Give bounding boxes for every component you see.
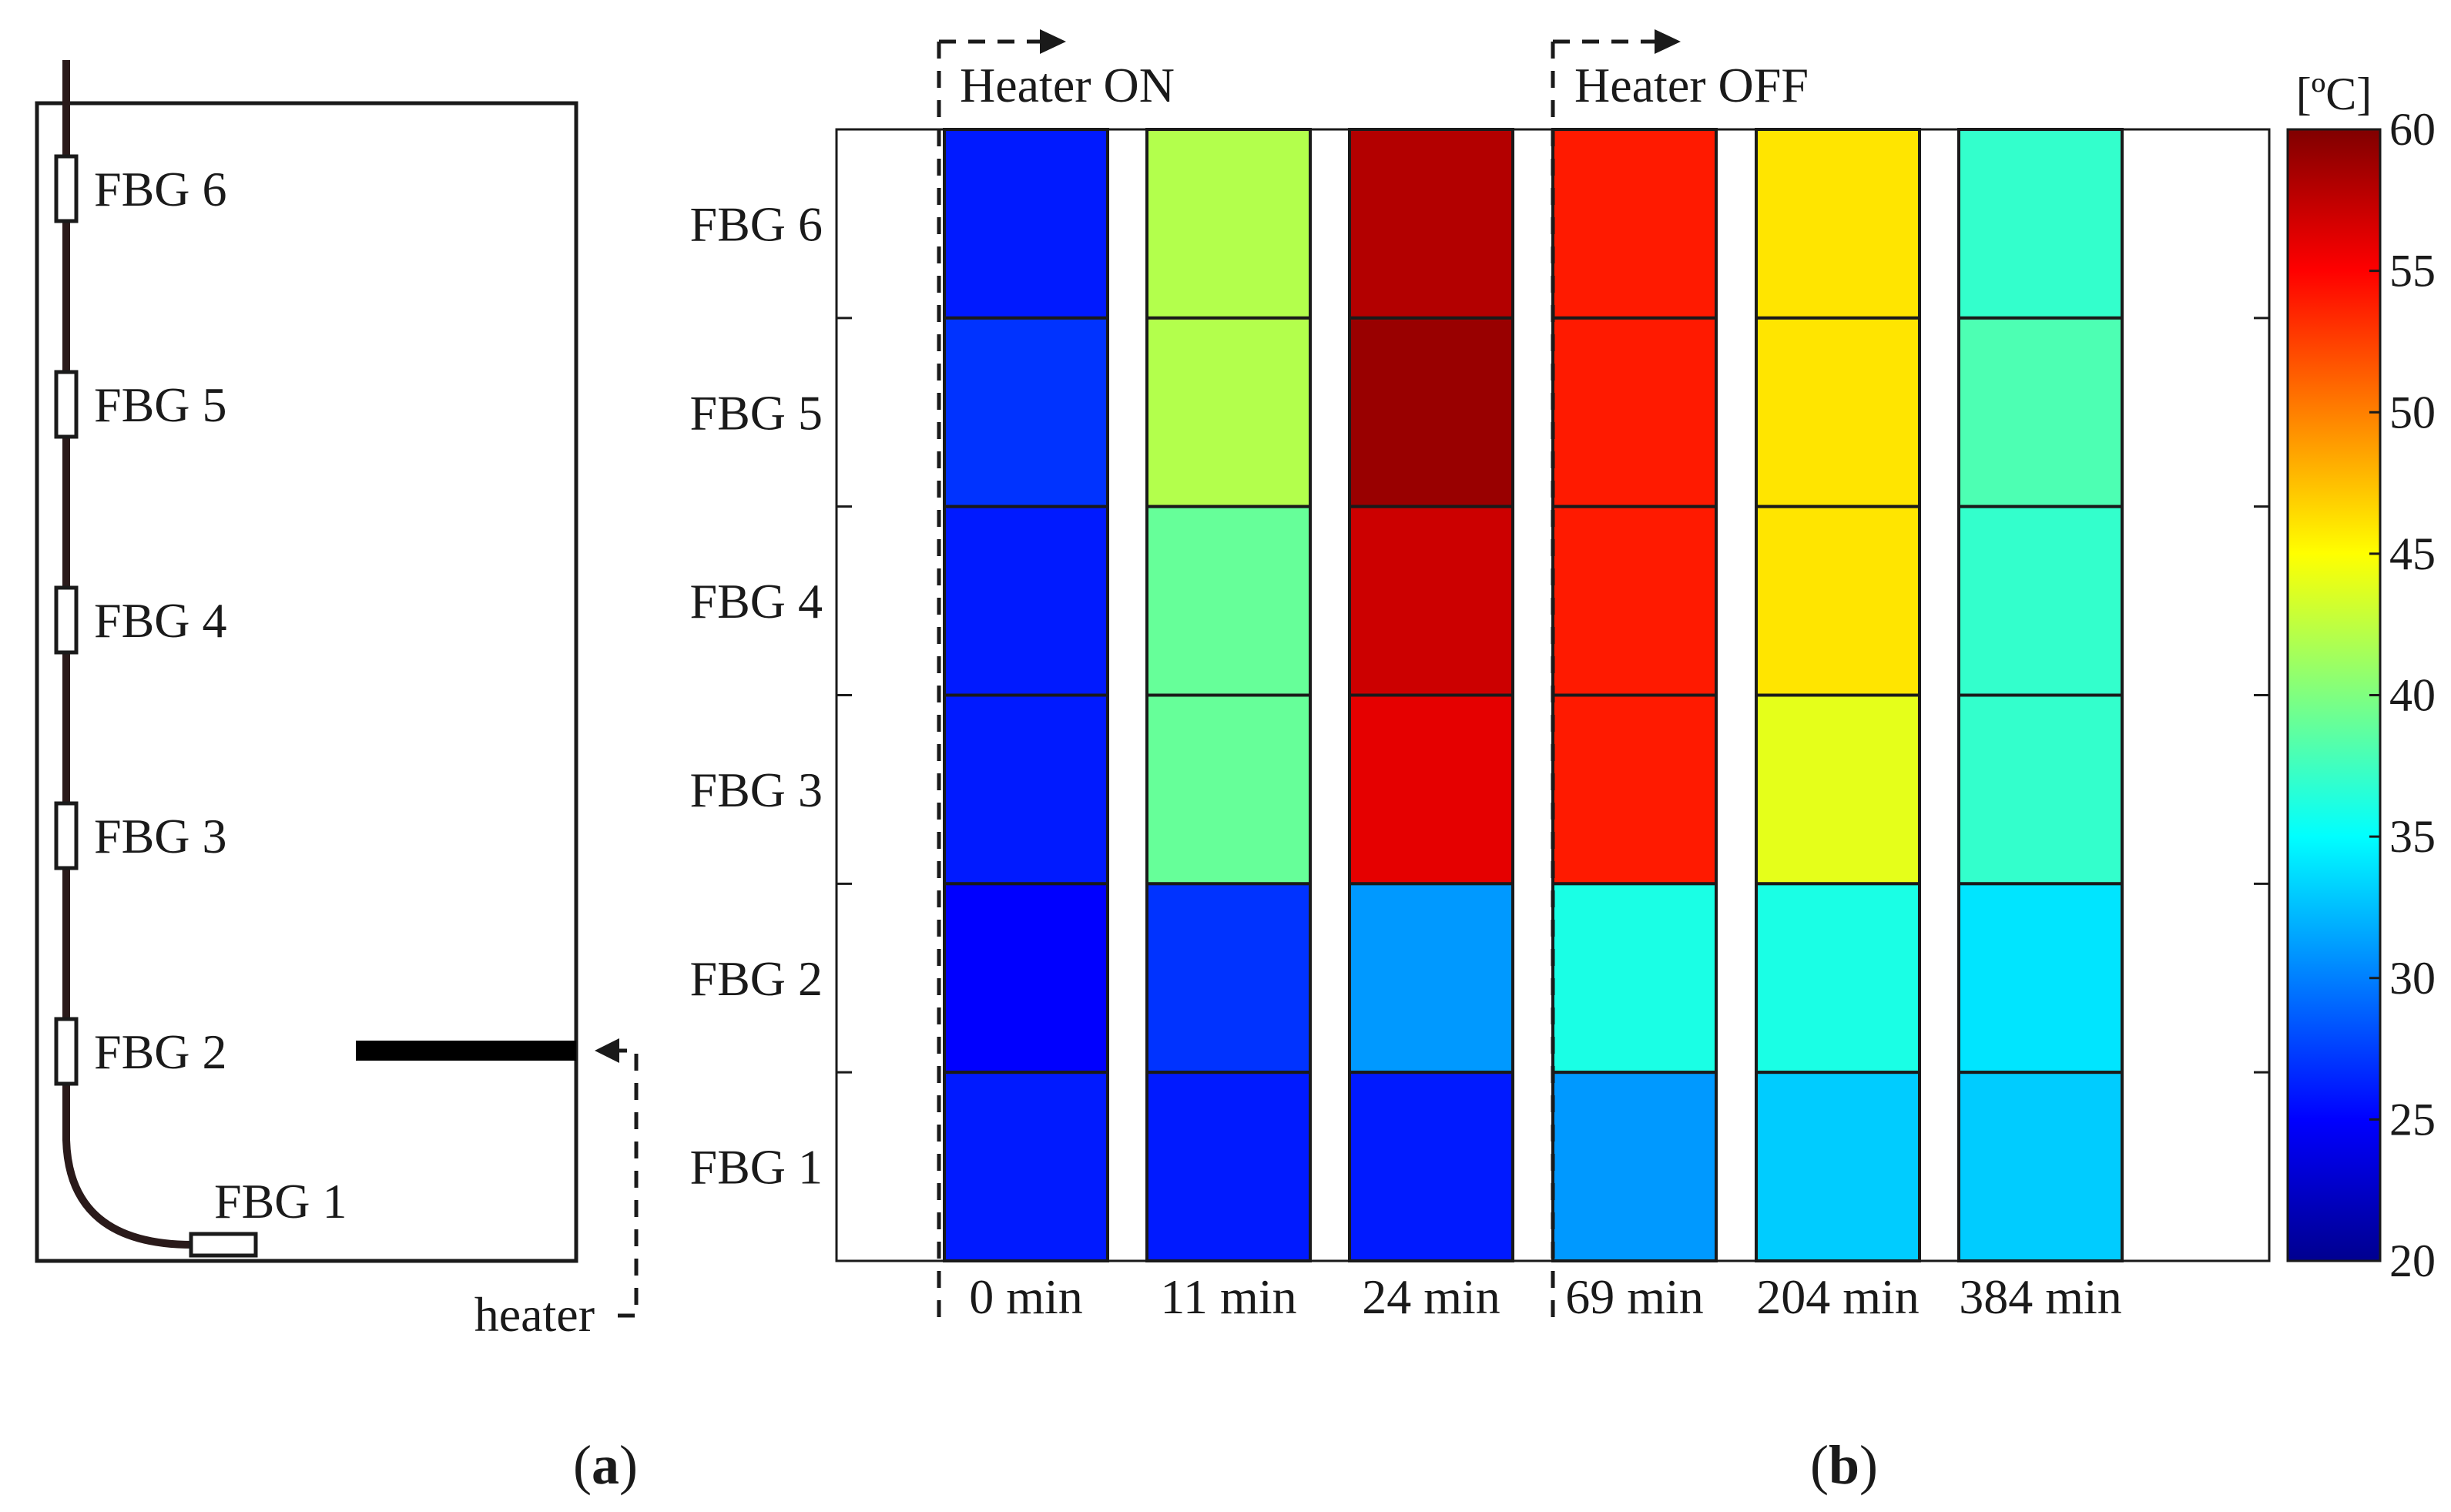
sensor-label-fbg-6: FBG 6 <box>94 162 227 216</box>
cell-fbg-4-204-min <box>1755 505 1921 697</box>
cell-fbg-3-24-min <box>1348 693 1514 886</box>
sensor-fbg-4-marker <box>54 585 79 655</box>
cell-fbg-1-11-min <box>1145 1071 1312 1262</box>
cell-fbg-1-384-min <box>1957 1071 2124 1262</box>
colorbar-tick-label-40: 40 <box>2389 670 2436 721</box>
panel-b-heatmap: FBG 6 FBG 5 FBG 4 FBG 3 FBG 2 FBG 1 0 min 11 m… <box>690 29 2436 1496</box>
cell-fbg-6-0-min <box>943 128 1109 320</box>
frame-ticks <box>837 317 2269 1074</box>
heater-off-arrow-icon <box>1655 29 1681 54</box>
heater-on-arrow-icon <box>1040 29 1066 54</box>
column-label-11-min: 11 min <box>1160 1269 1296 1324</box>
colorbar <box>2286 128 2382 1262</box>
panel-a-diagram: FBG 6 FBG 5 FBG 4 FBG 3 FBG 2 FBG 1 heater (… <box>35 60 639 1496</box>
cell-fbg-3-11-min <box>1145 693 1312 886</box>
cell-fbg-4-0-min <box>943 505 1109 697</box>
cell-fbg-4-24-min <box>1348 505 1514 697</box>
colorbar-tick-label-60: 60 <box>2389 104 2436 155</box>
cell-fbg-5-11-min <box>1145 316 1312 508</box>
cell-fbg-2-69-min <box>1551 882 1718 1074</box>
colorbar-tick-label-45: 45 <box>2389 528 2436 579</box>
row-label-fbg-5: FBG 5 <box>690 385 823 440</box>
colorbar-tick-label-55: 55 <box>2389 246 2436 297</box>
cell-fbg-5-204-min <box>1755 316 1921 508</box>
cell-fbg-2-384-min <box>1957 882 2124 1074</box>
row-label-fbg-4: FBG 4 <box>690 574 823 629</box>
cell-fbg-1-69-min <box>1551 1071 1718 1262</box>
cell-fbg-6-24-min <box>1348 128 1514 320</box>
cell-fbg-2-204-min <box>1755 882 1921 1074</box>
cell-fbg-3-204-min <box>1755 693 1921 886</box>
column-label-204-min: 204 min <box>1756 1269 1920 1324</box>
cell-fbg-1-0-min <box>943 1071 1109 1262</box>
sensor-label-fbg1: FBG 1 <box>214 1174 347 1229</box>
row-label-fbg-6: FBG 6 <box>690 196 823 251</box>
row-label-fbg-2: FBG 2 <box>690 951 823 1006</box>
cell-fbg-4-384-min <box>1957 505 2124 697</box>
cell-fbg-6-204-min <box>1755 128 1921 320</box>
cell-fbg-1-204-min <box>1755 1071 1921 1262</box>
cell-fbg-6-69-min <box>1551 128 1718 320</box>
colorbar-tick-label-25: 25 <box>2389 1094 2436 1145</box>
fbg-sensors: FBG 6 FBG 5 FBG 4 FBG 3 FBG 2 <box>54 154 227 1086</box>
heater-arrow-icon <box>595 1038 619 1063</box>
sensor-fbg-3-marker <box>54 801 79 870</box>
heater-label: heater <box>474 1287 595 1342</box>
row-labels: FBG 6 FBG 5 FBG 4 FBG 3 FBG 2 FBG 1 <box>690 196 823 1194</box>
sensor-fbg-2-marker <box>54 1017 79 1086</box>
colorbar-ticks: 20 25 30 35 40 45 50 55 60 <box>2369 104 2436 1286</box>
cell-fbg-5-0-min <box>943 316 1109 508</box>
cell-fbg-2-11-min <box>1145 882 1312 1074</box>
colorbar-tick-label-35: 35 <box>2389 811 2436 862</box>
sensor-fbg-5-marker <box>54 370 79 439</box>
sensor-label-fbg-4: FBG 4 <box>94 593 227 648</box>
sensor-fbg-6-marker <box>54 154 79 223</box>
cell-fbg-5-384-min <box>1957 316 2124 508</box>
column-label-0-min: 0 min <box>969 1269 1083 1324</box>
cell-fbg-2-0-min <box>943 882 1109 1074</box>
cell-fbg-5-24-min <box>1348 316 1514 508</box>
cell-fbg-4-11-min <box>1145 505 1312 697</box>
panel-b-label: (b) <box>1810 1434 1878 1496</box>
heater-leader-line <box>613 1048 639 1318</box>
row-label-fbg-1: FBG 1 <box>690 1140 823 1195</box>
cell-fbg-3-69-min <box>1551 693 1718 886</box>
sensor-label-fbg-2: FBG 2 <box>94 1024 227 1079</box>
sensor-label-fbg-5: FBG 5 <box>94 377 227 432</box>
colorbar-tick-label-30: 30 <box>2389 953 2436 1004</box>
heatmap-cells <box>943 128 2124 1262</box>
cell-fbg-4-69-min <box>1551 505 1718 697</box>
heater-element <box>356 1041 576 1061</box>
panel-a-label: (a) <box>573 1434 638 1496</box>
colorbar-unit: [ºC] <box>2296 69 2372 119</box>
column-labels: 0 min 11 min 24 min 69 min 204 min 384 min <box>969 1269 2122 1324</box>
heater-on-label: Heater ON <box>960 58 1175 112</box>
tank-outline <box>35 101 578 1263</box>
sensor-label-fbg-3: FBG 3 <box>94 809 227 863</box>
column-label-69-min: 69 min <box>1565 1269 1704 1324</box>
cell-fbg-3-0-min <box>943 693 1109 886</box>
cell-fbg-5-69-min <box>1551 316 1718 508</box>
cell-fbg-1-24-min <box>1348 1071 1514 1262</box>
heater-off-label: Heater OFF <box>1574 58 1809 112</box>
row-label-fbg-3: FBG 3 <box>690 763 823 817</box>
column-label-24-min: 24 min <box>1362 1269 1500 1324</box>
cell-fbg-3-384-min <box>1957 693 2124 886</box>
colorbar-tick-label-20: 20 <box>2389 1235 2436 1286</box>
colorbar-tick-label-50: 50 <box>2389 387 2436 438</box>
optical-fiber <box>62 60 193 1249</box>
sensor-fbg1-marker <box>189 1232 258 1258</box>
cell-fbg-6-11-min <box>1145 128 1312 320</box>
cell-fbg-2-24-min <box>1348 882 1514 1074</box>
column-label-384-min: 384 min <box>1959 1269 2122 1324</box>
cell-fbg-6-384-min <box>1957 128 2124 320</box>
